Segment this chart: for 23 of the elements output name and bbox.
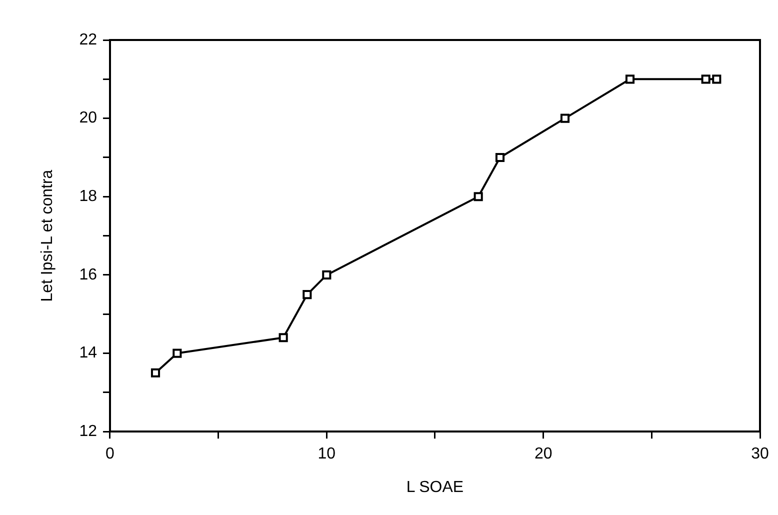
point xyxy=(172,348,182,358)
x-tick-label: 10 xyxy=(318,446,336,463)
x-tick-label: 30 xyxy=(751,446,769,463)
point xyxy=(302,290,312,300)
x-axis-title: L SOAE xyxy=(406,478,464,496)
point xyxy=(712,74,722,84)
y-tick-label: 16 xyxy=(79,266,98,284)
point xyxy=(625,74,635,84)
point xyxy=(701,74,710,84)
y-tick-label: 22 xyxy=(79,31,98,48)
point xyxy=(560,114,570,123)
point xyxy=(495,152,505,162)
point xyxy=(278,333,288,342)
y-tick-label: 12 xyxy=(79,423,98,440)
x-tick-label: 0 xyxy=(106,446,115,463)
point xyxy=(150,368,160,378)
y-axis-title: Let Ipsi-L et contra xyxy=(39,170,56,302)
y-tick-label: 20 xyxy=(79,110,98,127)
y-tick-label: 18 xyxy=(79,188,98,206)
point xyxy=(322,270,332,280)
x-tick-label: 20 xyxy=(534,446,552,463)
y-tick-label: 14 xyxy=(79,344,98,362)
point xyxy=(474,192,483,202)
